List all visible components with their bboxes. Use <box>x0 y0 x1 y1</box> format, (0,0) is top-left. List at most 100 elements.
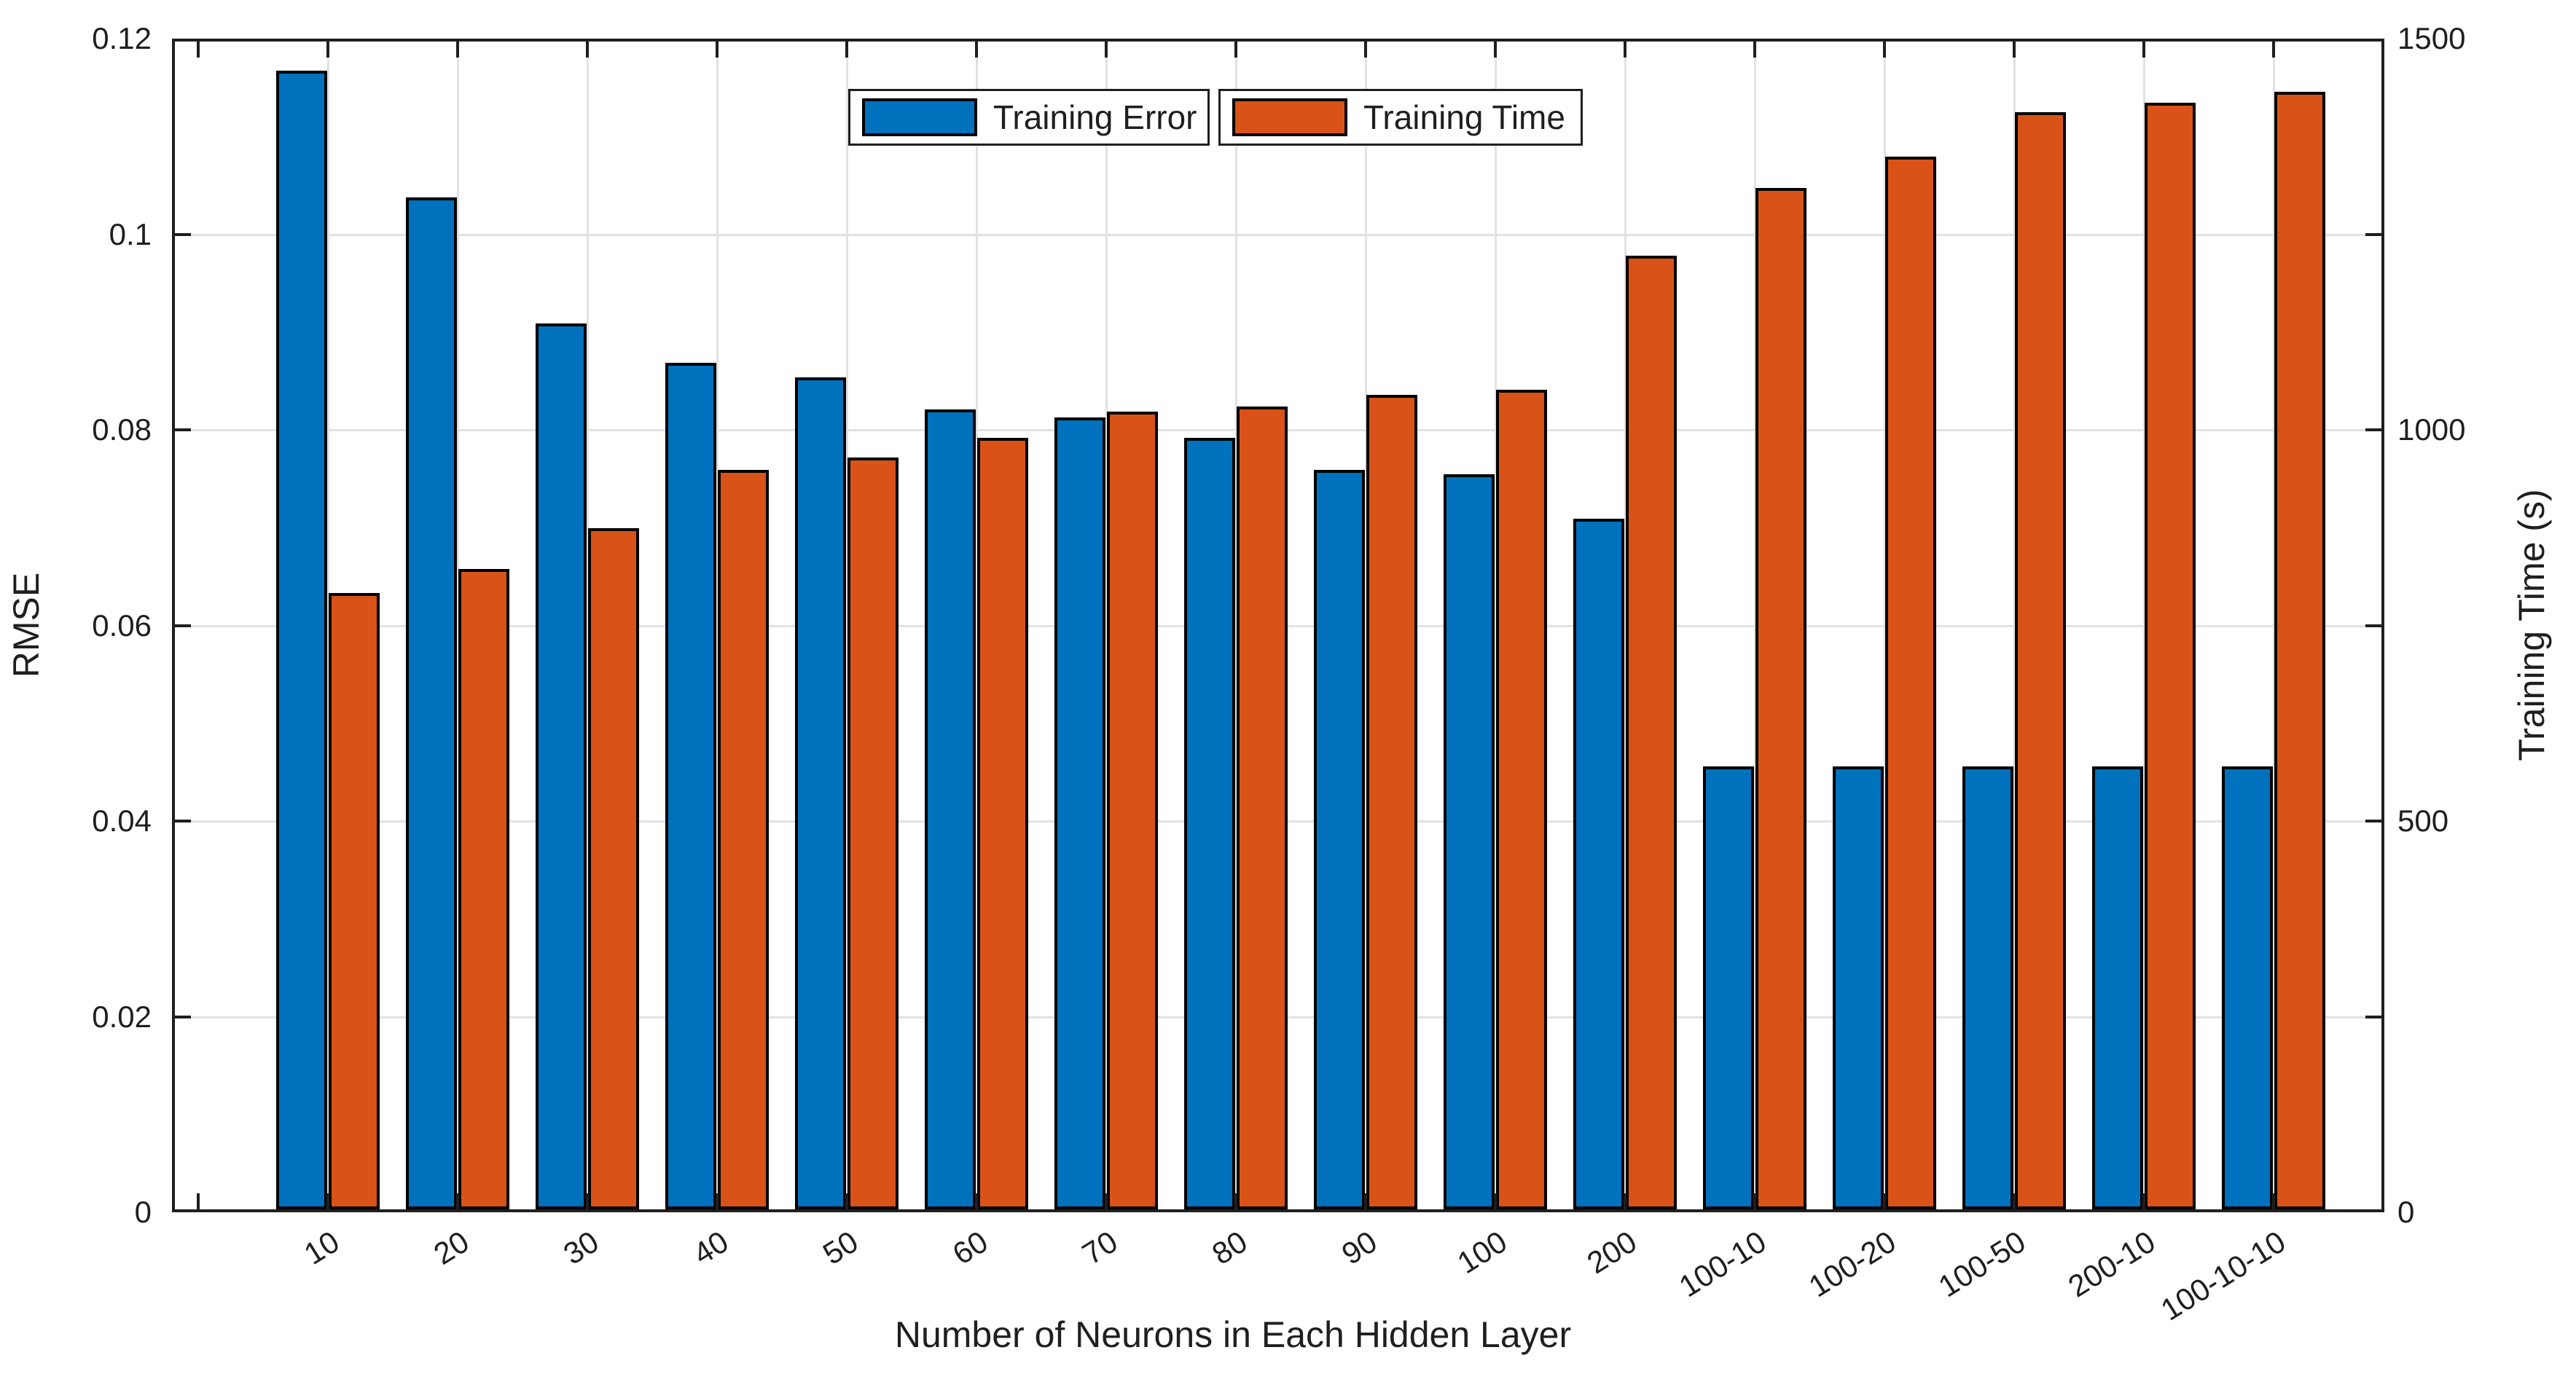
bar-training-time-60 <box>977 437 1028 1209</box>
x-tick-label-20: 20 <box>428 1224 475 1271</box>
x-tick-label-70: 70 <box>1076 1224 1124 1271</box>
bar-training-error-20 <box>406 197 457 1209</box>
bar-training-error-100-20 <box>1833 766 1884 1209</box>
bar-training-time-70 <box>1107 411 1158 1209</box>
bar-training-error-90 <box>1314 469 1365 1209</box>
right-tick-label: 500 <box>2397 804 2449 838</box>
x-axis-tick-top <box>197 42 200 58</box>
gridline-vertical <box>1105 42 1108 1209</box>
x-axis-tick-bottom <box>845 1193 848 1209</box>
bar-training-time-20 <box>458 568 509 1209</box>
right-tick-label: 0 <box>2397 1195 2415 1229</box>
gridline-vertical <box>2273 42 2275 1209</box>
left-tick-label: 0.08 <box>92 412 152 447</box>
bar-training-time-10 <box>329 592 380 1209</box>
left-axis-tick <box>175 820 191 823</box>
x-axis-tick-top <box>716 42 719 58</box>
x-axis-tick-top <box>2272 42 2275 58</box>
x-axis-tick-bottom <box>2013 1193 2016 1209</box>
x-axis-tick-bottom <box>1753 1193 1756 1209</box>
right-tick-label: 1500 <box>2397 21 2466 55</box>
bar-training-time-100 <box>1496 389 1547 1209</box>
x-axis-tick-top <box>2013 42 2016 58</box>
bar-training-error-70 <box>1054 417 1105 1209</box>
plot-area <box>172 39 2384 1212</box>
x-tick-label-80: 80 <box>1206 1224 1253 1271</box>
x-axis-tick-bottom <box>2272 1193 2275 1209</box>
x-axis-tick-top <box>326 42 329 58</box>
gridline-vertical <box>587 42 589 1209</box>
legend-label-training-time: Training Time <box>1363 98 1565 136</box>
x-axis-tick-bottom <box>1234 1193 1237 1209</box>
bar-training-time-100-20 <box>1885 157 1936 1209</box>
right-tick-label: 1000 <box>2397 412 2466 447</box>
x-axis-tick-bottom <box>1105 1193 1108 1209</box>
x-axis-tick-bottom <box>326 1193 329 1209</box>
right-axis-tick <box>2365 820 2381 823</box>
bar-training-time-30 <box>588 527 639 1209</box>
bar-training-time-100-10-10 <box>2274 92 2325 1209</box>
bar-training-error-100-10-10 <box>2222 766 2273 1209</box>
x-axis-tick-top <box>845 42 848 58</box>
right-axis-tick <box>2365 1015 2381 1018</box>
x-axis-tick-top <box>586 42 589 58</box>
bar-training-time-90 <box>1366 395 1417 1209</box>
left-tick-label: 0.02 <box>92 999 152 1034</box>
left-axis-tick <box>175 624 191 627</box>
x-axis-tick-top <box>2142 42 2145 58</box>
x-axis-tick-top <box>975 42 978 58</box>
left-tick-label: 0 <box>134 1195 152 1229</box>
bar-training-error-80 <box>1184 437 1235 1209</box>
x-axis-tick-bottom <box>1494 1193 1497 1209</box>
bar-training-time-50 <box>847 457 899 1209</box>
gridline-vertical <box>1884 42 1886 1209</box>
bar-training-error-100-10 <box>1703 766 1754 1209</box>
x-axis-title: Number of Neurons in Each Hidden Layer <box>894 1314 1572 1355</box>
bar-training-error-40 <box>665 362 716 1209</box>
bar-training-time-100-10 <box>1755 187 1806 1209</box>
right-axis-tick <box>2365 428 2381 431</box>
bar-training-time-40 <box>718 469 769 1209</box>
x-tick-label-10: 10 <box>298 1224 345 1271</box>
left-axis-tick <box>175 428 191 431</box>
x-axis-tick-bottom <box>2142 1193 2145 1209</box>
x-tick-label-40: 40 <box>687 1224 735 1271</box>
gridline-vertical <box>846 42 848 1209</box>
bar-training-time-200-10 <box>2145 103 2196 1209</box>
bar-training-time-100-50 <box>2015 112 2066 1209</box>
x-tick-label-100-10-10: 100-10-10 <box>2154 1224 2291 1327</box>
x-axis-tick-top <box>1883 42 1886 58</box>
left-tick-label: 0.1 <box>109 216 152 251</box>
x-tick-label-200-10: 200-10 <box>2062 1224 2161 1304</box>
x-axis-tick-top <box>1105 42 1108 58</box>
gridline-vertical <box>2013 42 2016 1209</box>
gridline-vertical <box>1235 42 1237 1209</box>
legend-swatch-training-error <box>862 98 977 136</box>
bar-training-error-50 <box>795 377 846 1209</box>
x-tick-label-90: 90 <box>1336 1224 1383 1271</box>
gridline-vertical <box>1624 42 1626 1209</box>
x-tick-label-100-10: 100-10 <box>1673 1224 1772 1304</box>
bar-training-error-60 <box>925 409 976 1209</box>
gridline-horizontal <box>175 233 2381 236</box>
bar-training-error-10 <box>276 71 327 1209</box>
gridline-vertical <box>1495 42 1497 1209</box>
legend-training-error: Training Error <box>848 89 1210 146</box>
bar-training-error-200-10 <box>2092 766 2143 1209</box>
gridline-vertical <box>2143 42 2145 1209</box>
gridline-vertical <box>1754 42 1756 1209</box>
legend-training-time: Training Time <box>1218 89 1583 146</box>
bar-training-error-100-50 <box>1962 766 2013 1209</box>
x-axis-tick-top <box>1234 42 1237 58</box>
right-axis-tick <box>2365 232 2381 236</box>
x-tick-label-200: 200 <box>1581 1224 1643 1281</box>
left-axis-tick <box>175 1015 191 1018</box>
x-axis-tick-bottom <box>1364 1193 1367 1209</box>
x-axis-tick-top <box>1364 42 1367 58</box>
bar-training-error-100 <box>1444 474 1495 1209</box>
gridline-vertical <box>457 42 459 1209</box>
gridline-vertical <box>716 42 719 1209</box>
x-axis-tick-top <box>1624 42 1626 58</box>
gridline-vertical <box>327 42 329 1209</box>
